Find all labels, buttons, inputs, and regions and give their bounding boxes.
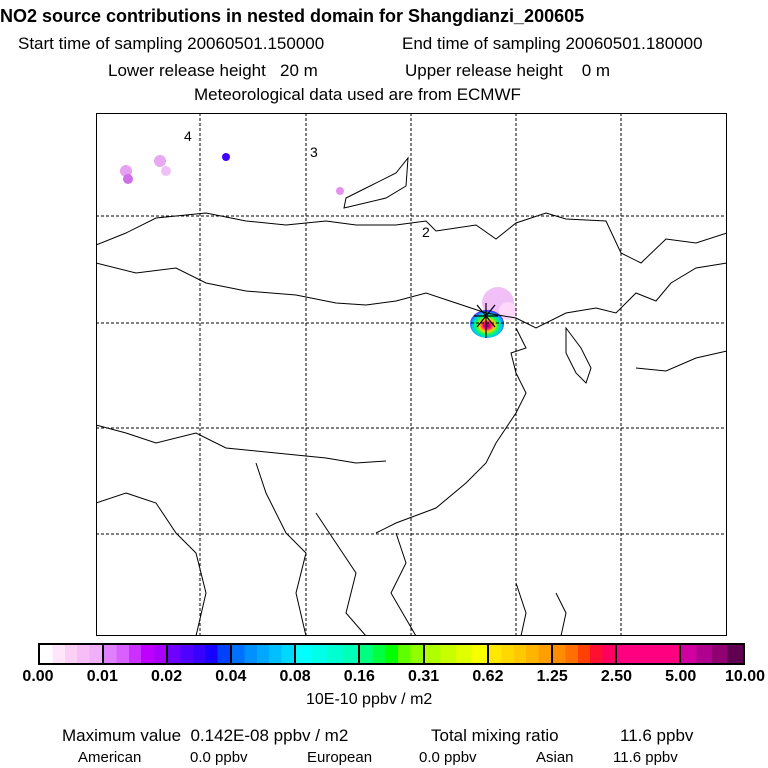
maximum-value: Maximum value 0.142E-08 ppbv / m2	[62, 726, 349, 745]
colorbar-segment	[168, 645, 233, 663]
european-value: 0.0 ppbv	[419, 749, 477, 766]
region-label-3: 3	[310, 144, 318, 160]
receptor-marker-icon	[474, 303, 498, 338]
colorbar-unit: 10E-10 ppbv / m2	[306, 691, 433, 708]
colorbar-segment	[680, 645, 744, 663]
colorbar-tick-label: 0.16	[343, 668, 375, 685]
colorbar	[38, 643, 745, 665]
pollution-blobs	[120, 153, 517, 338]
region-label-2: 2	[422, 224, 430, 240]
colorbar-segment	[360, 645, 425, 663]
asian-label: Asian	[536, 749, 574, 766]
upper-release-height: Upper release height 0 m	[405, 61, 611, 80]
colorbar-tick-label: 5.00	[665, 668, 697, 685]
colorbar-tick-label: 0.08	[279, 668, 311, 685]
graticule	[96, 113, 727, 636]
map-panel: 4 3 2	[96, 113, 727, 636]
colorbar-segment	[40, 645, 105, 663]
colorbar-segment	[488, 645, 553, 663]
met-data-source: Meteorological data used are from ECMWF	[194, 85, 521, 104]
american-value: 0.0 ppbv	[190, 749, 248, 766]
end-time: End time of sampling 20060501.180000	[402, 34, 703, 53]
colorbar-segment	[104, 645, 169, 663]
colorbar-segment	[296, 645, 361, 663]
lower-release-height: Lower release height 20 m	[108, 61, 318, 80]
european-label: European	[307, 749, 373, 766]
colorbar-segment	[232, 645, 297, 663]
total-mixing-value: 11.6 ppbv	[620, 726, 694, 745]
colorbar-segment	[424, 645, 489, 663]
colorbar-tick-label: 0.02	[150, 668, 183, 685]
colorbar-tick-label: 0.00	[22, 668, 54, 685]
colorbar-tick-label: 2.50	[600, 668, 633, 685]
colorbar-segment	[552, 645, 617, 663]
asian-value: 11.6 ppbv	[613, 749, 678, 766]
figure-title: NO2 source contributions in nested domai…	[0, 6, 585, 26]
country-borders	[96, 156, 727, 636]
colorbar-tick-label: 10.00	[724, 668, 766, 685]
colorbar-tick-label: 0.01	[86, 668, 118, 685]
colorbar-tick-label: 0.31	[408, 668, 440, 685]
colorbar-tick-label: 1.25	[536, 668, 568, 685]
colorbar-tick-label: 0.04	[215, 668, 247, 685]
region-label-4: 4	[184, 128, 192, 144]
colorbar-segment	[616, 645, 681, 663]
start-time: Start time of sampling 20060501.150000	[18, 34, 325, 53]
colorbar-tick-label: 0.62	[472, 668, 504, 685]
american-label: American	[78, 749, 142, 766]
total-mixing-label: Total mixing ratio	[431, 726, 559, 745]
